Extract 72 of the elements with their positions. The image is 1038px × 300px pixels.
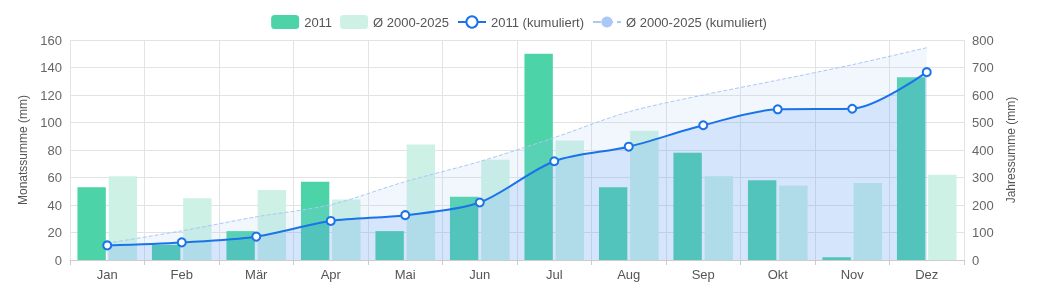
- point: [921, 67, 932, 78]
- y-tick-label: 160: [40, 32, 62, 48]
- legend-label: Ø 2000-2025: [373, 14, 450, 30]
- bar: [704, 176, 734, 260]
- bar: [77, 187, 106, 260]
- bar: [555, 140, 585, 260]
- x-tick-label: Feb: [170, 267, 193, 282]
- point: [623, 141, 634, 152]
- bar: [226, 231, 255, 260]
- y2-tick-label: 600: [972, 87, 994, 103]
- y-tick-label: 60: [47, 170, 62, 185]
- y-tick-label: 120: [40, 87, 62, 103]
- point: [251, 231, 262, 242]
- y-tick-label: 80: [47, 142, 62, 158]
- bar: [406, 144, 436, 260]
- x-tick-label: Jun: [469, 267, 491, 282]
- y2-tick-label: 400: [972, 142, 994, 158]
- y-tick-label: 140: [40, 60, 62, 75]
- x-tick-label: Jan: [96, 267, 118, 282]
- x-tick-label: Okt: [767, 267, 789, 282]
- bar: [673, 152, 702, 260]
- point: [400, 210, 411, 221]
- y2-tick-label: 200: [972, 197, 994, 213]
- y2-axis-title: Jahressumme (mm): [1003, 96, 1018, 204]
- bar: [822, 257, 851, 260]
- x-tick-label: Nov: [840, 267, 865, 282]
- legend-label: Ø 2000-2025 (kumuliert): [625, 14, 767, 30]
- point: [474, 197, 485, 208]
- bar: [300, 181, 330, 260]
- x-tick-label: Apr: [320, 267, 342, 282]
- bar: [449, 196, 479, 260]
- bar: [183, 198, 212, 260]
- point: [698, 120, 709, 131]
- y2-tick-label: 300: [972, 170, 994, 185]
- bar: [151, 244, 181, 260]
- x-tick-label: Mär: [245, 267, 269, 282]
- y2-tick-label: 0: [972, 252, 980, 268]
- x-tick-label: Aug: [617, 267, 641, 282]
- bar: [853, 183, 883, 260]
- x-tick-label: Dez: [915, 267, 939, 282]
- point: [772, 104, 783, 115]
- point: [847, 103, 858, 114]
- bar: [375, 231, 404, 260]
- y2-tick-label: 800: [972, 32, 994, 48]
- bar: [928, 174, 957, 260]
- x-tick-label: Jul: [545, 267, 563, 282]
- point: [325, 215, 336, 226]
- bar: [779, 185, 808, 260]
- x-tick-label: Sep: [691, 267, 715, 282]
- x-tick-label: Mai: [394, 267, 416, 282]
- y2-tick-label: 100: [972, 225, 994, 240]
- bar: [332, 199, 361, 260]
- y-tick-label: 20: [47, 225, 62, 240]
- y-tick-label: 0: [54, 252, 62, 268]
- y-tick-label: 40: [47, 197, 62, 213]
- bar: [598, 187, 628, 260]
- point: [549, 156, 560, 167]
- bar: [481, 159, 510, 260]
- legend-label: 2011: [304, 14, 333, 30]
- y-axis-title: Monatssumme (mm): [16, 94, 31, 206]
- legend-label: 2011 (kumuliert): [490, 14, 584, 30]
- y-tick-label: 100: [40, 115, 62, 130]
- bar: [747, 180, 777, 260]
- bar: [257, 189, 287, 260]
- bar: [896, 77, 926, 260]
- point: [102, 240, 113, 251]
- point: [176, 237, 187, 248]
- y2-tick-label: 700: [972, 60, 994, 75]
- y2-tick-label: 500: [972, 115, 994, 130]
- bar: [108, 176, 138, 260]
- bar: [524, 53, 553, 260]
- bar: [630, 130, 659, 260]
